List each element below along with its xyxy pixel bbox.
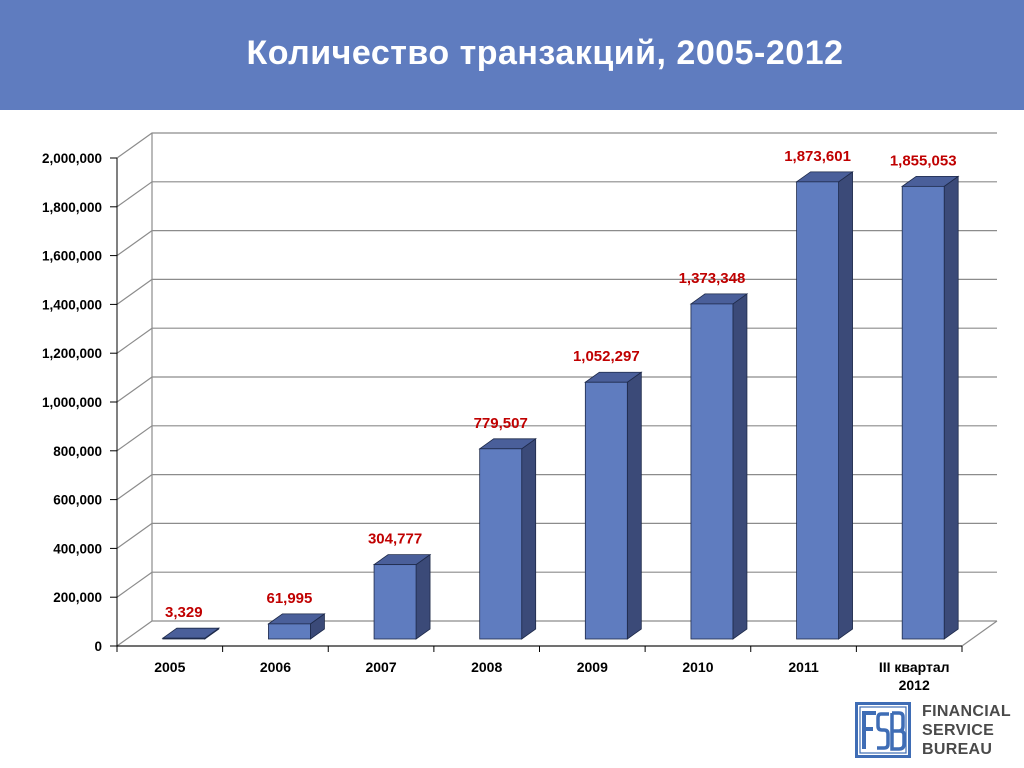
gridline [116, 474, 997, 501]
logo-text: FINANCIAL SERVICE BUREAU [922, 702, 1022, 759]
fsb-logo-mark [855, 702, 911, 758]
y-tick-label: 1,000,000 [42, 395, 102, 410]
y-tick-label: 2,000,000 [42, 151, 102, 166]
bar [268, 623, 311, 640]
gridline [116, 230, 997, 257]
bar-side [415, 553, 431, 640]
logo-line-3: BUREAU [922, 741, 993, 758]
bar-side [732, 293, 748, 640]
y-tick-label: 1,200,000 [42, 346, 102, 361]
bar [584, 381, 628, 640]
y-tick-label: 1,600,000 [42, 249, 102, 264]
bar-side [838, 171, 853, 640]
page-title: Количество транзакций, 2005-2012 [246, 34, 844, 72]
x-tick-label: 2011 [788, 659, 819, 675]
y-tick-label: 1,400,000 [42, 297, 102, 312]
bar [796, 181, 839, 640]
gridline [116, 327, 997, 354]
gridline [116, 376, 997, 403]
data-label: 1,873,601 [784, 148, 851, 165]
bar [373, 564, 417, 640]
x-tick-label: 2006 [260, 659, 291, 675]
data-label: 3,329 [165, 604, 203, 621]
data-label: 1,855,053 [890, 152, 957, 169]
y-tick-label: 600,000 [53, 493, 102, 508]
header-banner: Количество транзакций, 2005-2012 [0, 0, 1024, 110]
y-tick-label: 0 [94, 639, 102, 654]
x-tick-label: 2010 [682, 659, 713, 675]
bar-side [626, 371, 642, 640]
y-tick-label: 800,000 [53, 444, 102, 459]
data-label: 1,052,297 [573, 348, 640, 365]
logo-line-1: FINANCIAL [922, 703, 1011, 720]
data-label: 61,995 [266, 590, 312, 607]
bar-side [521, 438, 537, 640]
logo-line-2: SERVICE [922, 722, 995, 739]
data-label: 1,373,348 [679, 270, 746, 287]
transactions-bar-chart: 0 200,000 400,000 600,000 800,000 1,000,000 1,… [42, 132, 998, 693]
data-label: 304,777 [368, 531, 422, 548]
data-label: 779,507 [474, 415, 528, 432]
x-tick-label: 2005 [154, 659, 185, 675]
bar-side [943, 175, 959, 640]
y-tick-label: 200,000 [53, 590, 102, 605]
gridline [116, 522, 997, 549]
bar [901, 185, 945, 640]
gridline [116, 571, 997, 598]
gridline [116, 278, 997, 305]
gridline [116, 132, 997, 159]
bar [162, 637, 206, 640]
gridline [116, 620, 997, 647]
fsb-logo: FINANCIAL SERVICE BUREAU [855, 702, 1015, 762]
x-tick-label: 2007 [365, 659, 396, 675]
x-tick-label: 2008 [471, 659, 502, 675]
bar [479, 448, 523, 640]
x-tick-label: III квартал 2012 [879, 659, 950, 693]
bar [690, 303, 734, 640]
gridline [116, 425, 997, 452]
y-tick-label: 400,000 [53, 541, 102, 556]
bar-top [161, 627, 221, 639]
x-tick-label: 2009 [577, 659, 608, 675]
gridline [116, 181, 997, 208]
floor-right-edge [961, 620, 998, 647]
y-tick-label: 1,800,000 [42, 200, 102, 215]
